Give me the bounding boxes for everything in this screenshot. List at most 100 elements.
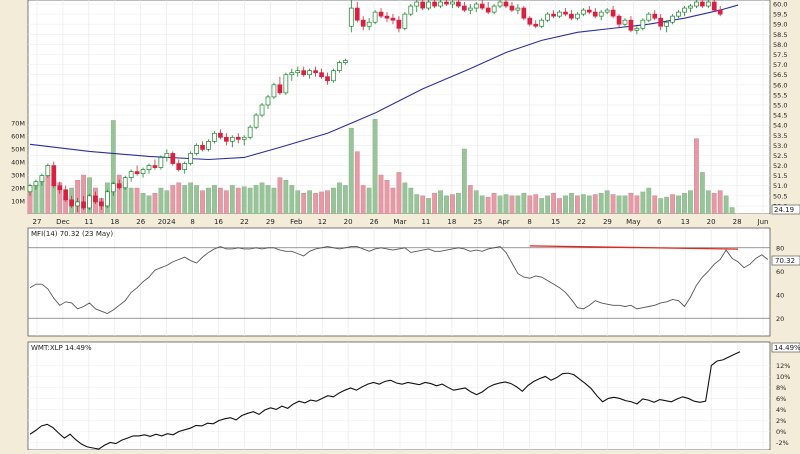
candle (75, 197, 80, 212)
volume-bar (283, 179, 289, 215)
price-tick-label: 51.0 (773, 182, 787, 190)
candle (688, 4, 693, 13)
volume-bar (265, 185, 271, 215)
candle (57, 181, 63, 194)
candle (372, 10, 378, 25)
candle-body (497, 1, 503, 7)
candle-body (247, 126, 253, 138)
candle (545, 12, 551, 23)
volume-bar (146, 195, 152, 215)
candle (313, 66, 318, 77)
date-tick-label: 25 (473, 218, 482, 226)
price-tick-label: 56.0 (773, 81, 787, 89)
candle (271, 82, 277, 99)
price-vertical-grid (36, 0, 764, 214)
date-tick-label: 28 (733, 218, 742, 226)
candle-body (158, 157, 164, 168)
volume-bar (479, 195, 485, 215)
candle (343, 58, 348, 65)
volume-bar (521, 192, 527, 215)
candle-body (116, 183, 122, 189)
candle (104, 189, 110, 208)
volume-bar (628, 192, 634, 215)
candle-body (69, 199, 75, 207)
candle (27, 183, 33, 196)
candle (348, 0, 354, 33)
candle (360, 16, 366, 31)
relative-vertical-grid (28, 342, 770, 450)
candle-body (75, 201, 80, 207)
volume-bar (717, 190, 723, 215)
volume-bar (711, 192, 717, 215)
volume-bar (128, 187, 134, 215)
candle-body (27, 185, 33, 193)
candle (128, 169, 134, 182)
candle-body (717, 9, 723, 15)
moving-average (29, 4, 739, 161)
candle (63, 185, 69, 202)
candle (610, 6, 616, 19)
candle-body (551, 13, 556, 17)
volume-bar (289, 185, 295, 215)
candle-body (420, 1, 426, 9)
candle (533, 20, 539, 29)
relative-tick-label: 12% (776, 362, 790, 370)
candle-body (128, 171, 134, 179)
volume-bar (450, 194, 455, 215)
candle-body (646, 13, 652, 21)
candle (164, 149, 170, 162)
candle-body (122, 177, 128, 189)
candle-body (485, 7, 491, 13)
candle-body (467, 7, 473, 11)
volume-bar (158, 187, 164, 215)
candle-body (182, 163, 188, 170)
candle-body (604, 9, 610, 13)
volume-bar (467, 185, 473, 215)
volume-bar (533, 194, 539, 215)
date-tick-label: 11 (84, 218, 93, 226)
volume-bar (444, 195, 449, 215)
volume-bar (366, 187, 372, 215)
candle (33, 179, 39, 190)
candle-body (194, 145, 199, 154)
candle (622, 18, 628, 27)
candle (485, 2, 491, 15)
candle (241, 135, 247, 146)
candle-body (331, 70, 336, 82)
candle (634, 26, 640, 35)
candle-body (283, 74, 289, 94)
candle-body (586, 9, 592, 13)
mfi-tick-label: 20 (776, 315, 784, 323)
volume-bar (360, 185, 366, 215)
candle (283, 72, 289, 95)
date-tick-label: Dec (56, 218, 70, 226)
candle-body (622, 19, 628, 25)
volume-bar (699, 172, 705, 215)
candle-body (408, 5, 414, 15)
price-tick-label: 59.0 (773, 21, 787, 29)
candle (390, 14, 396, 25)
price-tick-label: 54.0 (773, 122, 787, 130)
candle-body (396, 19, 402, 29)
candle (462, 2, 467, 13)
candle-body (33, 181, 39, 187)
candle-body (241, 136, 247, 140)
candle-body (509, 5, 515, 11)
volume-bar (396, 172, 402, 215)
date-tick-label: Jun (757, 218, 769, 226)
candle (444, 0, 449, 7)
candle (616, 14, 622, 29)
candle-body (580, 9, 586, 15)
candle-body (93, 195, 98, 203)
candle-body (682, 7, 687, 13)
volume-bar (414, 194, 420, 215)
candle (551, 10, 556, 19)
volume-bar (575, 195, 580, 215)
candle (563, 8, 568, 17)
candle (402, 12, 408, 31)
candle-body (515, 7, 521, 11)
date-tick-label: 15 (551, 218, 560, 226)
volume-bar (640, 191, 646, 215)
mfi-axis: 80 60 40 20 (776, 244, 784, 323)
